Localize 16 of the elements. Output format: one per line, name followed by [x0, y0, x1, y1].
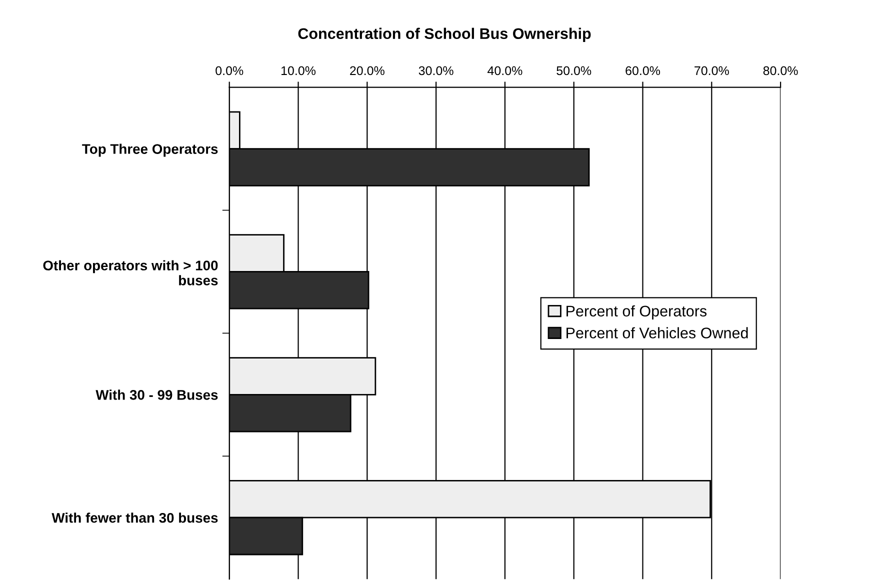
x-tick-label: 40.0%	[488, 66, 522, 76]
y-tick-label: With 30 - 99 Buses	[96, 390, 218, 400]
y-tick-label: With fewer than 30 buses	[52, 512, 218, 523]
x-tick-label: 30.0%	[418, 66, 454, 76]
x-tick-label: 80.0%	[763, 66, 798, 76]
x-tick-label: 60.0%	[626, 66, 660, 76]
chart-title: Concentration of School Bus Ownership	[298, 28, 591, 42]
legend-label: Percent of Vehicles Owned	[566, 327, 748, 338]
x-tick-label: 0.0%	[216, 66, 244, 76]
legend-label: Percent of Operators	[566, 305, 707, 320]
y-tick-label: Top Three Operators	[82, 144, 218, 157]
x-tick-label: 20.0%	[350, 66, 384, 76]
x-tick-label: 10.0%	[281, 66, 316, 76]
y-tick-label: Other operators with > 100 buses	[43, 260, 218, 286]
x-tick-label: 70.0%	[694, 66, 729, 76]
x-tick-label: 50.0%	[556, 66, 592, 76]
